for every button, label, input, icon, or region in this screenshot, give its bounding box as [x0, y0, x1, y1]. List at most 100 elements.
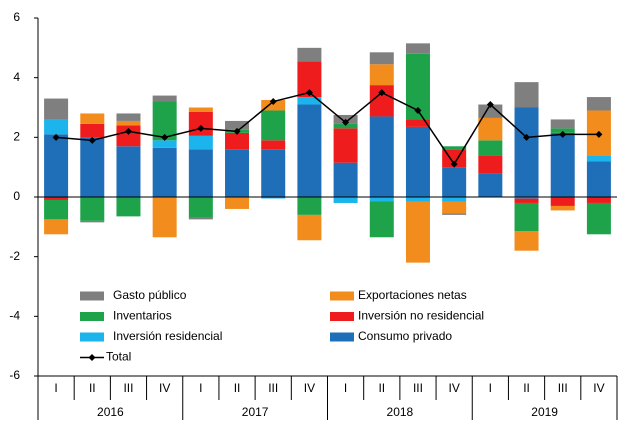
total-marker [342, 118, 350, 126]
bar-segment [80, 123, 105, 138]
bar-segment [550, 119, 575, 129]
bar-segment [225, 197, 250, 209]
total-marker [414, 106, 422, 114]
bar-segment [80, 137, 105, 197]
legend-swatch [330, 332, 354, 342]
bar-segment [442, 197, 467, 202]
total-marker [161, 133, 169, 141]
x-tick-label: III [123, 381, 133, 395]
bar-segment [261, 197, 286, 199]
legend-label: Consumo privado [358, 329, 452, 343]
bar-segment [514, 202, 539, 232]
total-marker [197, 124, 205, 132]
legend-swatch [330, 291, 354, 301]
legend-swatch [330, 312, 354, 321]
bar-segment [44, 197, 69, 200]
y-tick-label: 4 [13, 70, 20, 84]
bar-segment [225, 132, 250, 150]
bar-segment [261, 149, 286, 197]
bar-segment [44, 199, 69, 220]
bar-segment [152, 197, 177, 238]
bar-segment [188, 149, 213, 197]
bar-segment [369, 116, 394, 197]
bar-segment [442, 167, 467, 197]
y-tick-label: -6 [9, 368, 20, 382]
bar-segment [514, 231, 539, 251]
x-tick-label: IV [159, 381, 170, 395]
bar-segment [514, 107, 539, 197]
bar-segment [152, 95, 177, 102]
legend-label: Inversión no residencial [358, 309, 484, 323]
total-marker [269, 98, 277, 106]
legend-label: Total [106, 350, 131, 364]
bar-segment [333, 123, 358, 129]
bar-segment [152, 147, 177, 197]
bar-segment [586, 97, 611, 111]
y-tick-label: -4 [9, 309, 20, 323]
total-marker [486, 101, 494, 109]
bar-segment [297, 214, 322, 241]
year-label: 2018 [387, 405, 414, 419]
x-tick-label: III [413, 381, 423, 395]
total-marker [378, 89, 386, 97]
bar-segment [478, 155, 503, 174]
bar-segment [188, 197, 213, 218]
x-tick-label: II [234, 381, 241, 395]
bar-segment [261, 140, 286, 150]
bar-segment [478, 173, 503, 197]
x-tick-label: I [489, 381, 492, 395]
bar-segment [261, 110, 286, 141]
legend-marker [88, 354, 96, 361]
x-tick-label: IV [593, 381, 604, 395]
bar-segment [188, 135, 213, 150]
bar-segment [514, 82, 539, 108]
bar-segment [297, 47, 322, 62]
bar-segment [188, 111, 213, 136]
total-marker [595, 130, 603, 138]
y-tick-label: -2 [9, 249, 20, 263]
y-tick-label: 2 [13, 130, 20, 144]
bar-segment [333, 128, 358, 163]
x-tick-label: I [344, 381, 347, 395]
bar-segment [369, 52, 394, 65]
bar-segment [44, 134, 69, 197]
legend-label: Gasto público [113, 288, 187, 302]
legend-label: Inversión residencial [113, 329, 222, 343]
x-tick-label: IV [304, 381, 315, 395]
bar-segment [405, 197, 430, 202]
total-marker [52, 133, 60, 141]
bar-segment [44, 98, 69, 120]
bar-segment [333, 162, 358, 197]
bar-segment [333, 197, 358, 203]
total-marker [559, 130, 567, 138]
total-marker [124, 127, 132, 135]
bar-segment [478, 117, 503, 141]
bar-segment [44, 119, 69, 135]
x-tick-label: I [54, 381, 57, 395]
bar-segment [586, 197, 611, 203]
legend-label: Exportaciones netas [358, 288, 467, 302]
bar-segment [225, 149, 250, 197]
x-tick-label: II [378, 381, 385, 395]
bar-segment [116, 146, 141, 197]
year-label: 2019 [531, 405, 558, 419]
x-tick-label: IV [448, 381, 459, 395]
x-tick-label: II [89, 381, 96, 395]
legend-swatch [80, 332, 104, 342]
bar-segment [405, 201, 430, 263]
bar-segment [514, 197, 539, 199]
bar-segment [116, 197, 141, 217]
bar-segment [188, 217, 213, 220]
x-tick-label: I [199, 381, 202, 395]
bar-segment [442, 213, 467, 215]
bar-segment [297, 97, 322, 105]
bar-segment [80, 113, 105, 124]
bar-segment [442, 201, 467, 214]
bar-segment [550, 205, 575, 211]
x-tick-label: III [558, 381, 568, 395]
year-label: 2017 [242, 405, 269, 419]
legend-label: Inventarios [113, 309, 172, 323]
x-tick-label: II [523, 381, 530, 395]
bar-segment [80, 220, 105, 223]
